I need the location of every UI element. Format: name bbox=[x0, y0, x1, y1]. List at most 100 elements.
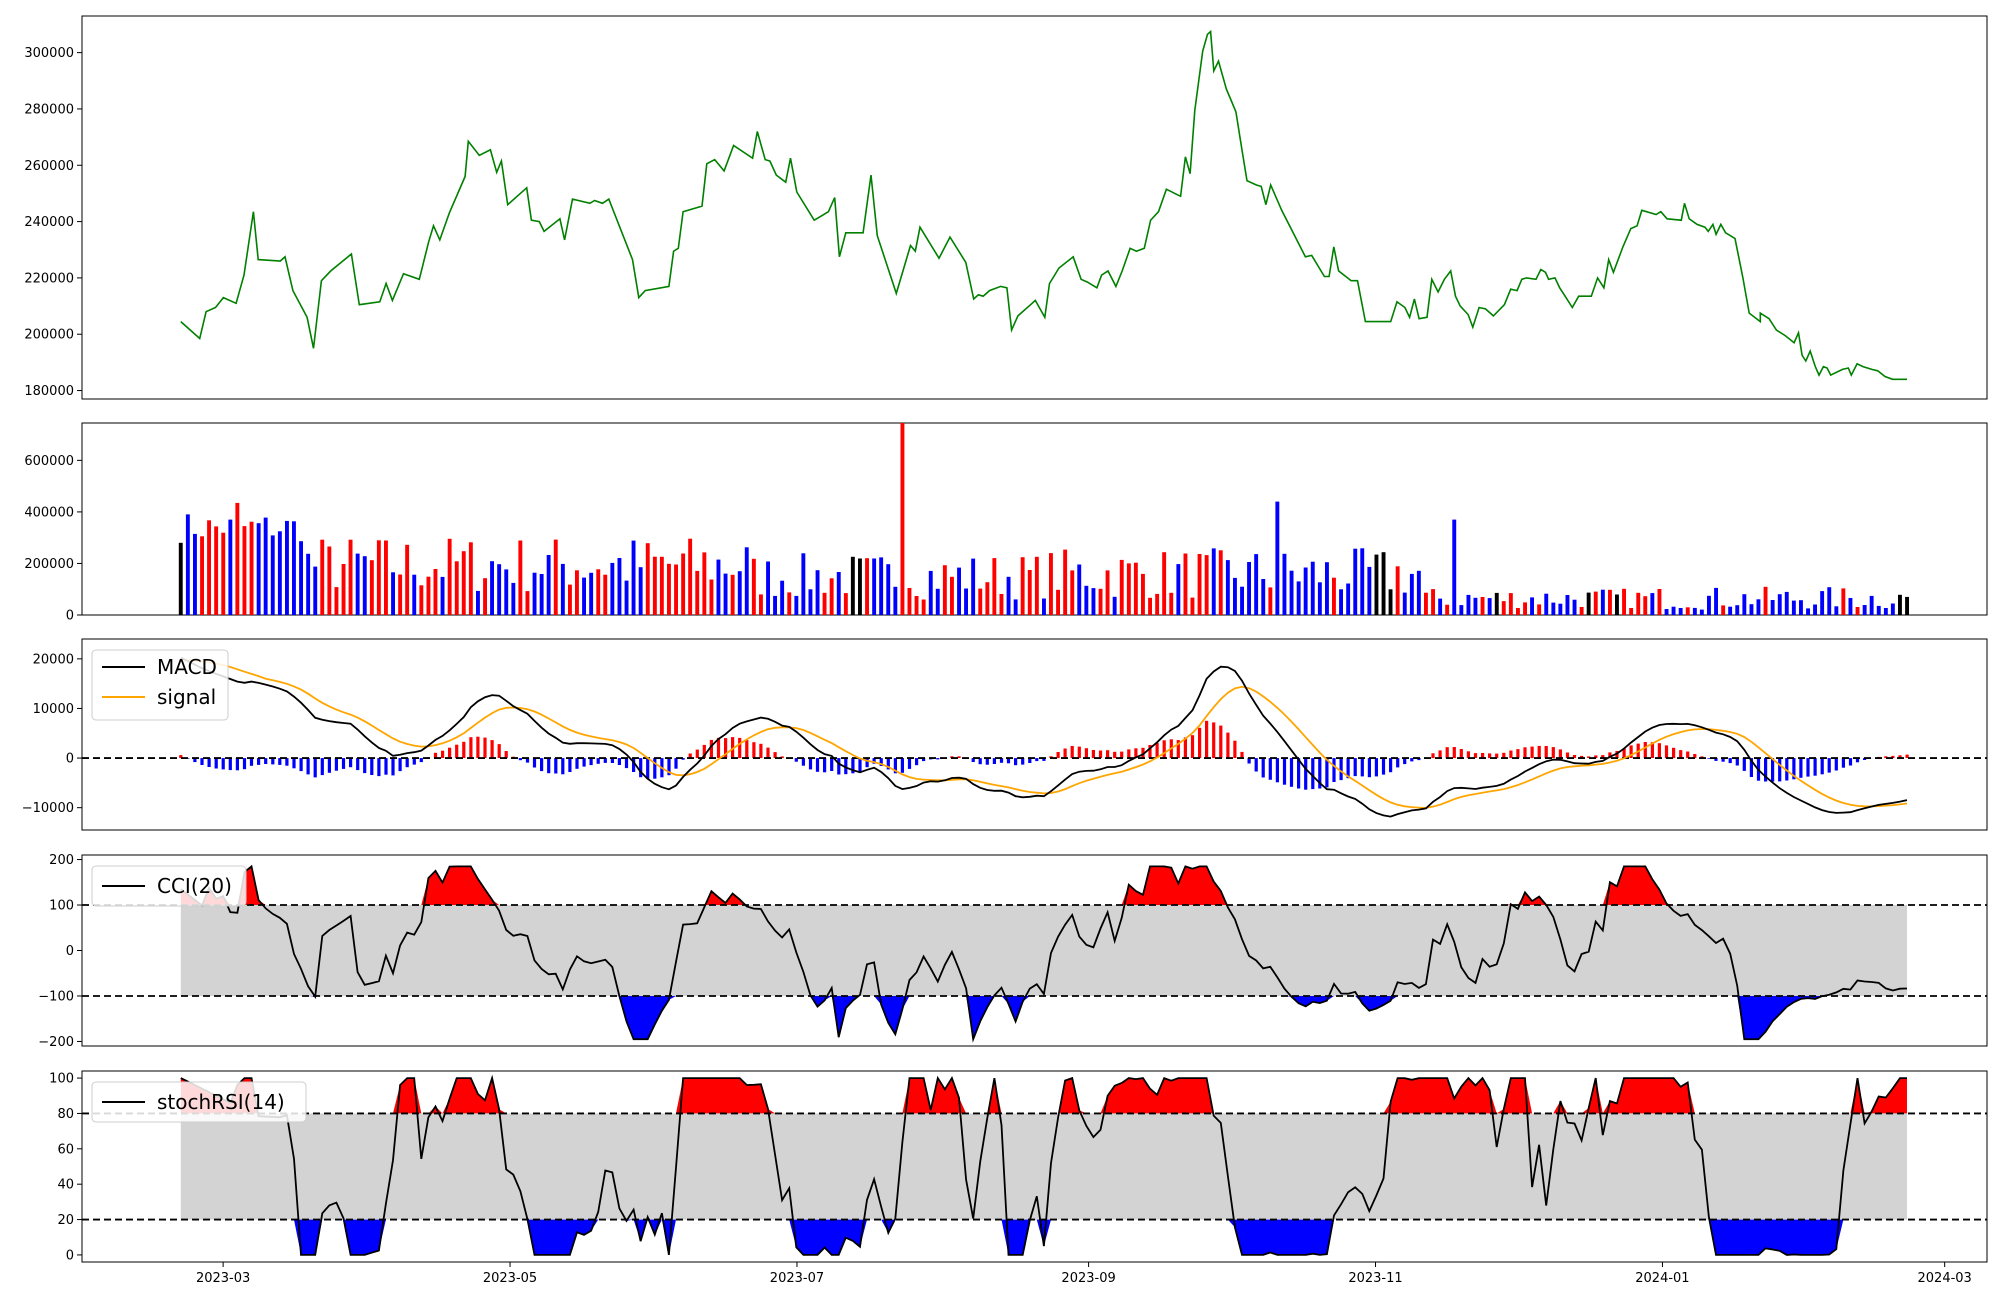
macd-hist-bar bbox=[915, 758, 919, 766]
volume-bar bbox=[1537, 604, 1542, 615]
volume-bar bbox=[292, 521, 296, 615]
macd-hist-bar bbox=[1431, 753, 1435, 759]
volume-bar bbox=[921, 599, 926, 615]
macd-hist-bar bbox=[1565, 752, 1570, 759]
macd-hist-bar bbox=[1580, 755, 1584, 759]
volume-bar bbox=[1084, 585, 1089, 615]
macd-hist-bar bbox=[568, 758, 572, 772]
volume-bar bbox=[999, 594, 1004, 615]
volume-bar bbox=[638, 567, 643, 615]
volume-bar bbox=[1876, 605, 1881, 615]
macd-hist-bar bbox=[1275, 758, 1279, 783]
cci-band bbox=[180, 905, 1908, 996]
volume-bar bbox=[1636, 592, 1641, 615]
volume-bar bbox=[1183, 553, 1188, 615]
volume-bar bbox=[1473, 597, 1478, 615]
volume-bar bbox=[1006, 576, 1011, 615]
stochrsi-frame bbox=[81, 1070, 1988, 1263]
volume-bar bbox=[1742, 594, 1747, 615]
macd-hist-bar bbox=[702, 744, 706, 758]
macd-hist-bar bbox=[1622, 748, 1626, 758]
volume-bar bbox=[659, 556, 664, 615]
macd-hist-bar bbox=[235, 758, 239, 771]
volume-bar bbox=[1169, 592, 1174, 615]
volume-bar bbox=[285, 520, 289, 615]
macd-hist-bar bbox=[1183, 737, 1187, 759]
macd-hist-bar bbox=[801, 758, 805, 766]
volume-bar bbox=[1105, 570, 1110, 615]
macd-hist-bar bbox=[1162, 740, 1166, 758]
volume-bar bbox=[1735, 605, 1740, 615]
volume-bar bbox=[1275, 501, 1280, 615]
macd-hist-bar bbox=[1155, 742, 1159, 759]
volume-bar bbox=[1813, 604, 1817, 615]
volume-bar bbox=[893, 586, 898, 615]
macd-hist-bar bbox=[214, 758, 218, 769]
volume-bar bbox=[1869, 595, 1874, 615]
volume-bar bbox=[327, 546, 332, 615]
volume-bar bbox=[362, 556, 367, 615]
volume-bar bbox=[1431, 589, 1435, 615]
macd-hist-bar bbox=[1764, 758, 1768, 782]
macd-hist-bar bbox=[1205, 720, 1209, 759]
volume-bar bbox=[412, 574, 417, 615]
volume-bar bbox=[1162, 552, 1167, 615]
volume-bar bbox=[1763, 586, 1768, 615]
volume-bar bbox=[1572, 599, 1577, 615]
macd-hist-bar bbox=[462, 741, 466, 758]
macd-hist-bar bbox=[1360, 758, 1364, 777]
macd-hist-bar bbox=[957, 756, 961, 758]
volume-bar bbox=[214, 526, 219, 615]
macd-hist-bar bbox=[1707, 758, 1711, 759]
macd-hist-bar bbox=[1813, 758, 1817, 776]
volume-bar bbox=[553, 539, 558, 615]
macd-hist-bar bbox=[1134, 748, 1138, 758]
macd-hist-bar bbox=[1282, 758, 1287, 785]
volume-bar bbox=[207, 520, 211, 615]
volume-bar bbox=[546, 555, 551, 615]
volume-bar bbox=[193, 533, 197, 615]
macd-hist-bar bbox=[858, 758, 862, 772]
price-panel: 180000 200000 220000 240000 260000 280000 3000… bbox=[24, 15, 1988, 400]
volume-bar bbox=[320, 539, 325, 615]
volume-bar bbox=[1487, 598, 1492, 615]
macd-hist-bar bbox=[1035, 758, 1039, 762]
volume-bar bbox=[1289, 570, 1294, 615]
macd-hist-bar bbox=[872, 758, 876, 764]
macd-hist-bar bbox=[1572, 755, 1577, 759]
macd-hist-bar bbox=[1679, 750, 1683, 759]
volume-bar bbox=[1445, 604, 1450, 615]
volume-bar bbox=[1438, 598, 1443, 615]
macd-hist-bar bbox=[1693, 754, 1697, 759]
volume-bar bbox=[1565, 595, 1570, 615]
volume-bar bbox=[667, 563, 671, 615]
volume-bar bbox=[1409, 573, 1414, 615]
macd-hist-bar bbox=[525, 758, 530, 763]
macd-hist-bar bbox=[1339, 758, 1343, 781]
volume-bar bbox=[461, 551, 466, 615]
macd-hist-bar bbox=[419, 758, 423, 763]
stochrsi-legend: stochRSI(14) bbox=[91, 1081, 307, 1123]
volume-bar bbox=[1862, 605, 1867, 615]
volume-bar bbox=[1155, 593, 1160, 615]
volume-bar bbox=[228, 519, 233, 615]
price-ytick-label: 300000 bbox=[24, 46, 74, 61]
macd-hist-bar bbox=[752, 742, 756, 759]
volume-bar bbox=[914, 596, 919, 615]
macd-legend: MACD signal bbox=[91, 649, 229, 721]
volume-bar bbox=[695, 570, 700, 615]
volume-bar bbox=[1777, 594, 1782, 615]
macd-hist-bar bbox=[1459, 749, 1463, 759]
volume-bar bbox=[1247, 562, 1251, 615]
volume-bar bbox=[1820, 591, 1825, 615]
macd-hist-bar bbox=[532, 758, 537, 768]
macd-hist-bar bbox=[179, 755, 183, 759]
macd-hist-bar bbox=[1771, 758, 1775, 782]
volume-bar bbox=[369, 560, 374, 615]
volume-bar bbox=[483, 578, 487, 615]
legend-box bbox=[91, 865, 247, 907]
volume-bar bbox=[348, 539, 353, 615]
macd-hist-bar bbox=[1098, 750, 1103, 759]
macd-hist-bar bbox=[617, 758, 621, 765]
volume-bar bbox=[560, 563, 565, 615]
